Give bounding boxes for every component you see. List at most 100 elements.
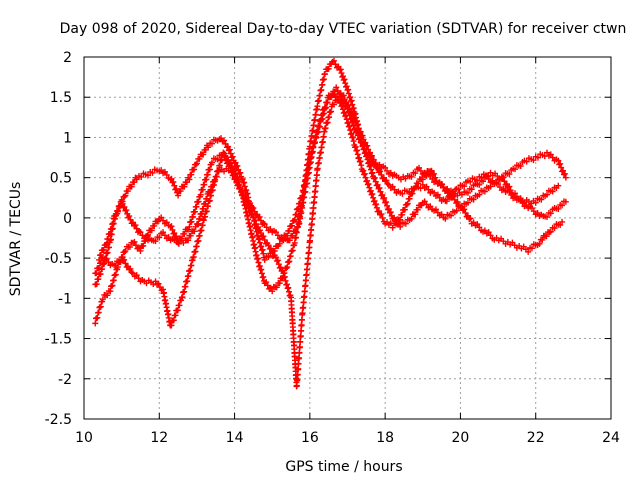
plot-frame bbox=[83, 56, 612, 420]
data-point bbox=[375, 207, 382, 214]
data-point bbox=[161, 168, 168, 175]
data-point bbox=[195, 198, 202, 205]
data-point bbox=[417, 167, 424, 174]
data-point bbox=[350, 122, 357, 129]
data-point bbox=[196, 215, 203, 222]
data-point bbox=[263, 224, 270, 231]
series-track-4 bbox=[96, 90, 566, 263]
data-point bbox=[122, 192, 129, 199]
data-point bbox=[188, 218, 195, 225]
data-point bbox=[337, 99, 344, 106]
data-point bbox=[189, 213, 196, 220]
data-point bbox=[362, 174, 369, 181]
data-point bbox=[105, 259, 112, 266]
data-point bbox=[411, 185, 418, 192]
data-point bbox=[397, 216, 404, 223]
data-point bbox=[373, 201, 380, 208]
data-point bbox=[260, 220, 267, 227]
data-point bbox=[384, 202, 391, 209]
data-point bbox=[360, 167, 367, 174]
data-point bbox=[507, 187, 514, 194]
data-point bbox=[108, 225, 115, 232]
data-point bbox=[104, 292, 111, 299]
data-point bbox=[379, 191, 386, 198]
axis-ticks: 10 12 14 16 18 20 22 24 -2.5 -2 -1.5 -1 -0.5 0 0.5 1 1.5… bbox=[45, 50, 620, 446]
data-point bbox=[464, 189, 471, 196]
data-point bbox=[557, 160, 564, 167]
data-point bbox=[408, 173, 415, 180]
data-point bbox=[361, 170, 368, 177]
data-point bbox=[383, 199, 390, 206]
data-point bbox=[274, 232, 281, 239]
data-point bbox=[257, 230, 264, 237]
x-tick-label: 10 bbox=[75, 430, 93, 446]
data-point bbox=[131, 238, 138, 245]
data-point bbox=[544, 191, 551, 198]
data-point bbox=[352, 125, 359, 132]
data-point bbox=[369, 190, 376, 197]
data-point bbox=[126, 244, 133, 251]
data-point bbox=[389, 183, 396, 190]
data-point bbox=[487, 232, 494, 239]
data-point bbox=[368, 166, 375, 173]
data-point bbox=[416, 164, 423, 171]
data-point bbox=[419, 176, 426, 183]
y-tick-label: 1.5 bbox=[50, 90, 72, 106]
data-point bbox=[97, 251, 104, 258]
data-point bbox=[478, 174, 485, 181]
data-point bbox=[481, 188, 488, 195]
data-point bbox=[112, 262, 119, 269]
x-tick-label: 22 bbox=[527, 430, 545, 446]
data-point bbox=[126, 213, 133, 220]
series-track-3 bbox=[92, 93, 569, 390]
data-point bbox=[466, 216, 473, 223]
data-point bbox=[377, 168, 384, 175]
y-tick-label: -1 bbox=[58, 291, 72, 307]
data-point bbox=[132, 222, 139, 229]
data-point bbox=[208, 140, 215, 147]
data-point bbox=[346, 108, 353, 115]
data-point bbox=[373, 164, 380, 171]
data-point bbox=[547, 210, 554, 217]
data-point bbox=[224, 159, 231, 166]
data-point bbox=[525, 248, 532, 255]
data-point bbox=[391, 186, 398, 193]
data-point bbox=[273, 284, 280, 291]
data-point bbox=[149, 169, 156, 176]
data-point bbox=[193, 160, 200, 167]
data-point bbox=[367, 187, 374, 194]
data-point bbox=[419, 181, 426, 188]
data-point bbox=[370, 194, 377, 201]
data-point bbox=[408, 215, 415, 222]
data-point bbox=[135, 275, 142, 282]
data-point bbox=[148, 227, 155, 234]
data-point bbox=[427, 203, 434, 210]
data-point bbox=[560, 167, 567, 174]
data-point bbox=[172, 312, 179, 319]
data-point bbox=[534, 209, 541, 216]
data-point bbox=[321, 70, 328, 77]
data-point bbox=[144, 232, 151, 239]
data-point bbox=[549, 188, 556, 195]
data-point bbox=[476, 181, 483, 188]
data-point bbox=[175, 239, 182, 246]
data-point bbox=[240, 191, 247, 198]
data-point bbox=[481, 227, 488, 234]
data-point bbox=[387, 209, 394, 216]
data-point bbox=[137, 247, 144, 254]
data-point bbox=[237, 184, 244, 191]
data-point bbox=[561, 170, 568, 177]
data-point bbox=[158, 214, 165, 221]
data-point bbox=[485, 173, 492, 180]
data-point bbox=[188, 171, 195, 178]
data-point bbox=[349, 118, 356, 125]
data-point bbox=[229, 168, 236, 175]
data-point bbox=[343, 116, 350, 123]
data-point bbox=[559, 218, 566, 225]
data-point bbox=[279, 236, 286, 243]
data-point bbox=[344, 105, 351, 112]
data-point bbox=[391, 214, 398, 221]
data-point bbox=[169, 226, 176, 233]
data-point bbox=[401, 206, 408, 213]
data-point bbox=[384, 167, 391, 174]
